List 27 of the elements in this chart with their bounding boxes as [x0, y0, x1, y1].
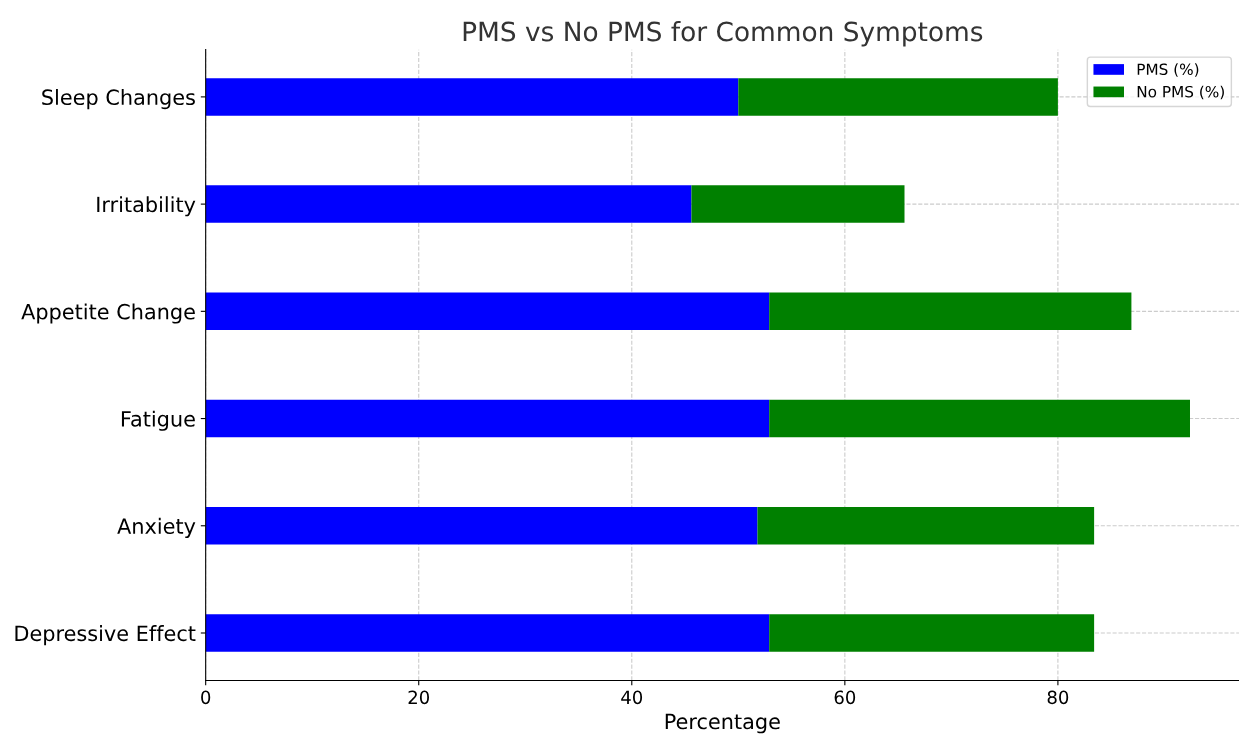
bar: [205, 78, 739, 116]
bar: [205, 292, 770, 331]
bar: [205, 614, 770, 652]
chart-title: PMS vs No PMS for Common Symptoms: [463, 21, 983, 47]
y-tick-label: Sleep Changes: [42, 88, 195, 110]
bar: [205, 185, 692, 223]
bar: [769, 292, 1132, 331]
x-tick-label: 20: [408, 690, 430, 705]
x-tick-label: 80: [1047, 690, 1069, 705]
y-tick-label: Fatigue: [121, 410, 195, 431]
legend-label: No PMS (%): [1137, 85, 1224, 100]
bar: [769, 399, 1190, 438]
x-tick-label: 0: [201, 690, 211, 705]
legend-label: PMS (%): [1137, 63, 1199, 77]
y-tick-label: Irritability: [97, 196, 196, 217]
bar: [757, 507, 1095, 545]
y-tick-label: Depressive Effect: [15, 625, 196, 646]
y-tick-label: Appetite Change: [21, 303, 195, 324]
x-tick-label: 60: [834, 690, 856, 705]
bar: [738, 78, 1058, 116]
y-tick-label: Anxiety: [117, 517, 196, 539]
x-tick-label: 40: [621, 690, 643, 705]
bar: [205, 507, 758, 545]
bar: [205, 399, 770, 438]
bar: [691, 185, 905, 223]
x-axis-title: Percentage: [665, 713, 780, 734]
bar: [769, 614, 1095, 652]
